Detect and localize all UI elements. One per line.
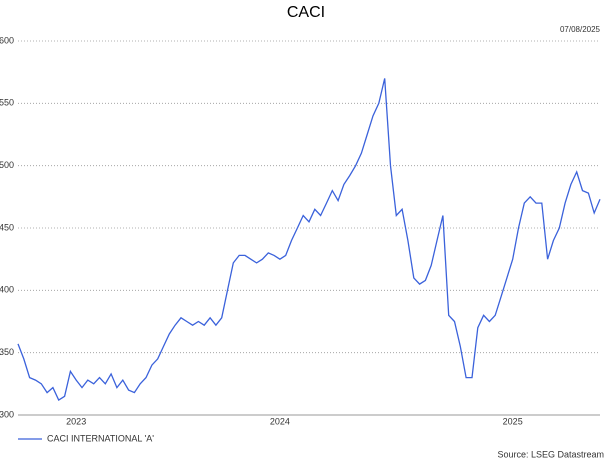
date-label: 07/08/2025	[560, 25, 601, 34]
chart-title: CACI	[287, 4, 325, 21]
y-tick-label: 350	[0, 347, 14, 357]
x-tick-label: 2023	[66, 416, 86, 426]
y-tick-label: 400	[0, 285, 14, 295]
legend-label: CACI INTERNATIONAL 'A'	[47, 433, 154, 443]
y-tick-label: 300	[0, 409, 14, 419]
price-line	[17, 78, 601, 401]
source-label: Source: LSEG Datastream	[497, 449, 604, 459]
y-tick-label: 550	[0, 98, 14, 108]
x-tick-label: 2024	[270, 416, 290, 426]
y-tick-label: 600	[0, 35, 14, 45]
y-tick-label: 500	[0, 160, 14, 170]
y-tick-label: 450	[0, 222, 14, 232]
x-tick-label: 2025	[503, 416, 523, 426]
